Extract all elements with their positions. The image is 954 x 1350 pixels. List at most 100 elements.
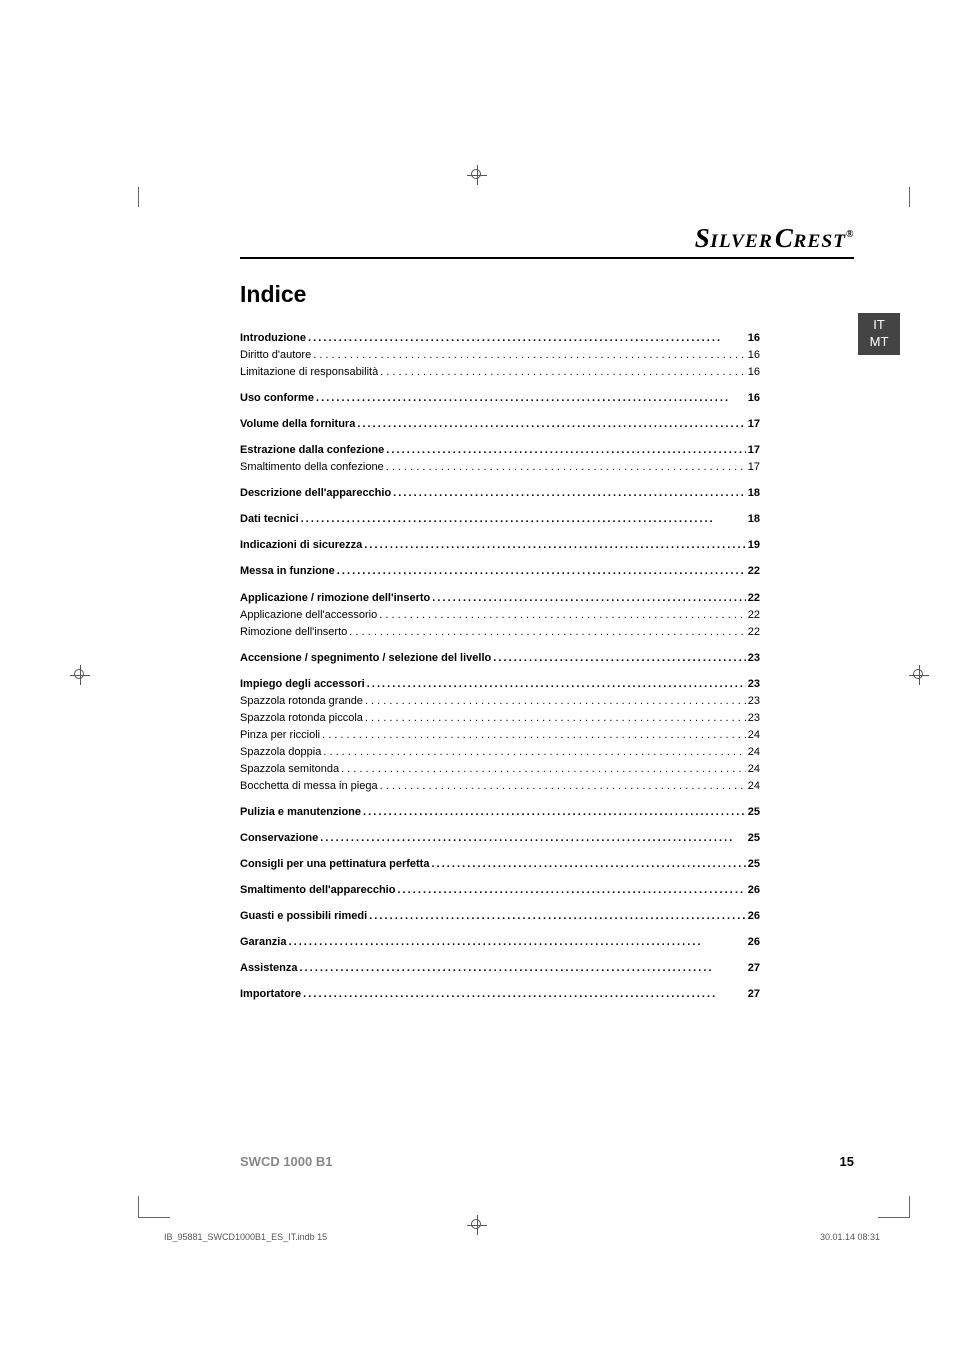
- toc-group: Indicazioni di sicurezza19: [240, 537, 760, 554]
- toc-group: Consigli per una pettinatura perfetta 25: [240, 856, 760, 873]
- toc-row: Limitazione di responsabilità 16: [240, 364, 760, 381]
- toc-row: Applicazione / rimozione dell'inserto22: [240, 590, 760, 607]
- toc-row: Spazzola rotonda grande23: [240, 693, 760, 710]
- toc-page: 16: [748, 364, 760, 381]
- toc-row: Guasti e possibili rimedi26: [240, 908, 760, 925]
- toc-page: 16: [748, 390, 760, 407]
- toc-leader: [365, 693, 746, 704]
- toc-label: Diritto d'autore: [240, 347, 311, 364]
- toc-label: Volume della fornitura: [240, 416, 355, 433]
- registration-mark-top: [467, 165, 487, 185]
- toc-leader: [313, 347, 746, 358]
- toc-row: Indicazioni di sicurezza19: [240, 537, 760, 554]
- toc-page: 22: [748, 624, 760, 641]
- toc-page: 25: [748, 856, 760, 873]
- toc-page: 17: [748, 459, 760, 476]
- page-title: Indice: [240, 281, 306, 308]
- toc-label: Smaltimento dell'apparecchio: [240, 882, 395, 899]
- toc-row: Garanzia26: [240, 934, 760, 951]
- toc-page: 23: [748, 676, 760, 693]
- toc-page: 16: [748, 330, 760, 347]
- toc-label: Spazzola semitonda: [240, 761, 339, 778]
- toc-page: 24: [748, 778, 760, 795]
- toc-page: 23: [748, 710, 760, 727]
- toc-leader: [337, 563, 746, 574]
- toc-label: Introduzione: [240, 330, 306, 347]
- toc-leader: [386, 442, 745, 453]
- toc-group: Introduzione16Diritto d'autore16Limitazi…: [240, 330, 760, 381]
- brand-logo: SILVERCREST®: [695, 223, 854, 254]
- toc-leader: [322, 727, 746, 738]
- toc-leader: [431, 856, 745, 867]
- footer-model: SWCD 1000 B1: [240, 1154, 332, 1169]
- toc-leader: [341, 761, 746, 772]
- toc-label: Conservazione: [240, 830, 318, 847]
- toc-leader: [303, 986, 746, 997]
- toc-group: Volume della fornitura 17: [240, 416, 760, 433]
- imprint-line: IB_95881_SWCD1000B1_ES_IT.indb 15 30.01.…: [164, 1232, 880, 1242]
- toc-label: Dati tecnici: [240, 511, 299, 528]
- toc-page: 17: [748, 416, 760, 433]
- toc-label: Rimozione dell'inserto: [240, 624, 347, 641]
- toc-leader: [308, 330, 746, 341]
- toc-page: 24: [748, 761, 760, 778]
- toc-leader: [288, 934, 745, 945]
- imprint-right: 30.01.14 08:31: [820, 1232, 880, 1242]
- toc-leader: [349, 624, 745, 635]
- toc-page: 26: [748, 934, 760, 951]
- toc-page: 26: [748, 882, 760, 899]
- toc-label: Bocchetta di messa in piega: [240, 778, 378, 795]
- toc-row: Bocchetta di messa in piega 24: [240, 778, 760, 795]
- toc-row: Messa in funzione22: [240, 563, 760, 580]
- toc-row: Smaltimento dell'apparecchio 26: [240, 882, 760, 899]
- toc-row: Assistenza27: [240, 960, 760, 977]
- toc-leader: [432, 590, 745, 601]
- toc-leader: [316, 390, 746, 401]
- toc-row: Descrizione dell'apparecchio 18: [240, 485, 760, 502]
- toc-row: Spazzola semitonda 24: [240, 761, 760, 778]
- toc-page: 22: [748, 607, 760, 624]
- imprint-left: IB_95881_SWCD1000B1_ES_IT.indb 15: [164, 1232, 327, 1242]
- toc-group: Estrazione dalla confezione17Smaltimento…: [240, 442, 760, 476]
- toc-group: Assistenza27: [240, 960, 760, 977]
- toc-label: Consigli per una pettinatura perfetta: [240, 856, 429, 873]
- toc-page: 17: [748, 442, 760, 459]
- toc-page: 18: [748, 485, 760, 502]
- toc-label: Guasti e possibili rimedi: [240, 908, 367, 925]
- toc-label: Applicazione / rimozione dell'inserto: [240, 590, 430, 607]
- toc-group: Applicazione / rimozione dell'inserto22A…: [240, 590, 760, 641]
- toc-row: Diritto d'autore 16: [240, 347, 760, 364]
- toc-leader: [367, 676, 746, 687]
- toc-page: 25: [748, 804, 760, 821]
- toc-leader: [493, 650, 746, 661]
- registration-mark-left: [70, 665, 90, 685]
- toc-leader: [363, 804, 746, 815]
- toc-row: Importatore27: [240, 986, 760, 1003]
- toc-label: Accensione / spegnimento / selezione del…: [240, 650, 491, 667]
- toc-row: Pulizia e manutenzione25: [240, 804, 760, 821]
- toc-group: Dati tecnici18: [240, 511, 760, 528]
- toc-page: 16: [748, 347, 760, 364]
- page-content: SILVERCREST® IT MT Indice Introduzione16…: [142, 195, 900, 1205]
- toc-page: 22: [748, 563, 760, 580]
- toc-leader: [380, 364, 746, 375]
- toc-label: Assistenza: [240, 960, 297, 977]
- toc-label: Importatore: [240, 986, 301, 1003]
- toc-group: Smaltimento dell'apparecchio 26: [240, 882, 760, 899]
- lang-line2: MT: [870, 334, 889, 351]
- toc-group: Descrizione dell'apparecchio 18: [240, 485, 760, 502]
- toc-leader: [320, 830, 746, 841]
- registration-mark-right: [909, 665, 929, 685]
- toc-label: Descrizione dell'apparecchio: [240, 485, 391, 502]
- toc-leader: [369, 908, 746, 919]
- brand-c: C: [775, 223, 794, 253]
- footer-page-number: 15: [840, 1154, 854, 1169]
- toc-group: Pulizia e manutenzione25: [240, 804, 760, 821]
- toc-leader: [380, 778, 746, 789]
- toc-label: Uso conforme: [240, 390, 314, 407]
- toc-leader: [301, 511, 746, 522]
- toc-group: Conservazione25: [240, 830, 760, 847]
- toc-label: Limitazione di responsabilità: [240, 364, 378, 381]
- toc-label: Applicazione dell'accessorio: [240, 607, 377, 624]
- toc-leader: [299, 960, 745, 971]
